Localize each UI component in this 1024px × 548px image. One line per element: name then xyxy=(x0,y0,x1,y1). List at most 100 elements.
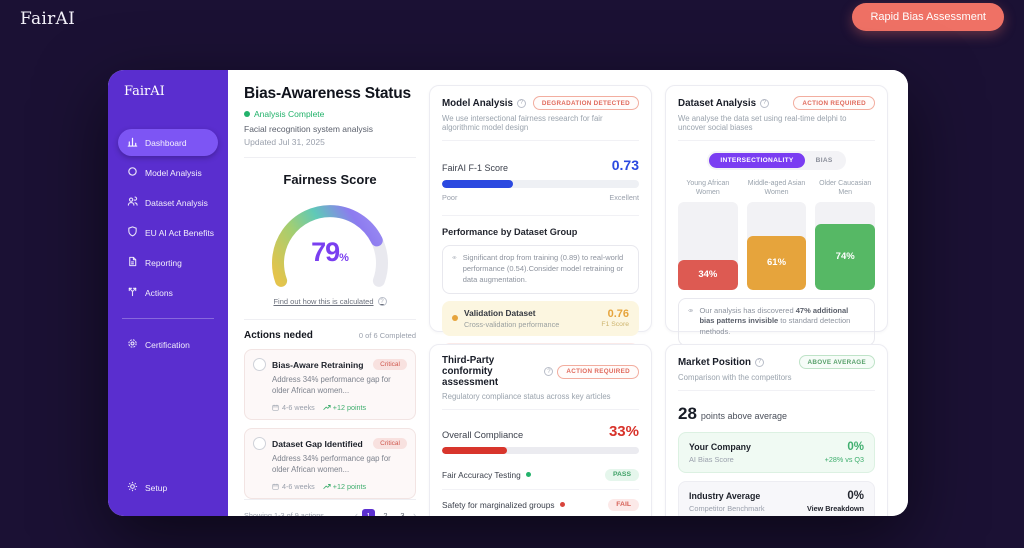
page-subtitle: Facial recognition system analysis xyxy=(244,124,373,134)
degradation-badge: DEGRADATION DETECTED xyxy=(532,96,639,110)
compliance-bar-fill xyxy=(442,447,507,454)
pagination: ‹ 1 2 3 › xyxy=(355,509,416,516)
f1-score-value: 0.73 xyxy=(611,157,639,173)
action-item-card[interactable]: Bias-Aware Retraining Critical Address 3… xyxy=(244,349,416,421)
view-breakdown-link[interactable]: View Breakdown xyxy=(807,504,864,513)
sidebar: FairAI Dashboard Model Analysis Dataset … xyxy=(108,70,228,516)
scale-min-label: Poor xyxy=(442,193,458,202)
analysis-status: Analysis Complete xyxy=(244,109,416,119)
action-duration: 4-6 weeks xyxy=(272,482,315,491)
sidebar-item-certification[interactable]: Certification xyxy=(118,331,218,358)
action-required-badge: ACTION REQUIRED xyxy=(557,364,639,379)
overall-compliance-value: 33% xyxy=(608,423,639,440)
page-title: Bias-Awareness Status xyxy=(244,85,411,102)
sidebar-item-label: Reporting xyxy=(145,257,182,268)
question-icon[interactable]: ? xyxy=(544,367,554,376)
tab-intersectionality[interactable]: INTERSECTIONALITY xyxy=(709,153,805,168)
dashboard-window: FairAI Dashboard Model Analysis Dataset … xyxy=(108,70,908,516)
tab-bias[interactable]: BIAS xyxy=(815,157,833,164)
fairness-score-title: Fairness Score xyxy=(283,172,377,187)
gear-icon xyxy=(127,481,138,494)
question-icon[interactable]: ? xyxy=(516,98,526,108)
dataset-analysis-card: Dataset Analysis ? ACTION REQUIRED We an… xyxy=(665,85,888,419)
page-2-button[interactable]: 2 xyxy=(383,511,388,516)
actions-title: Actions neded xyxy=(244,330,313,341)
eye-icon xyxy=(452,256,457,259)
dataset-score: 0.76 xyxy=(607,308,629,321)
calculation-link[interactable]: Find out how this is calculated ? xyxy=(273,297,387,306)
trend-up-icon xyxy=(323,405,331,410)
document-icon xyxy=(127,256,138,269)
bar-fill: 34% xyxy=(678,259,738,290)
bar-value-label: 74% xyxy=(835,251,855,263)
circle-icon xyxy=(127,166,138,179)
action-required-badge: ACTION REQUIRED xyxy=(793,96,875,110)
category-label: Young African Women xyxy=(686,180,730,196)
dataset-note-text: Our analysis has discovered 47% addition… xyxy=(699,305,851,337)
bar-fill: 61% xyxy=(746,235,807,290)
sidebar-brand-logo: FairAI xyxy=(124,84,165,99)
sidebar-item-label: Model Analysis xyxy=(145,167,202,178)
company-delta: +28% vs Q3 xyxy=(824,455,864,464)
status-text: Analysis Complete xyxy=(254,109,325,119)
above-average-badge: ABOVE AVERAGE xyxy=(798,355,875,369)
market-headline: 28 points above average xyxy=(678,404,875,424)
fairness-score-value: 79% xyxy=(311,237,349,267)
card-subtitle: Regulatory compliance status across key … xyxy=(442,392,639,410)
card-title: Market Position xyxy=(678,356,751,368)
sidebar-item-setup[interactable]: Setup xyxy=(118,474,218,501)
action-item-card[interactable]: Dataset Gap Identified Critical Address … xyxy=(244,428,416,500)
action-points: +12 points xyxy=(323,482,366,491)
card-title: Third-Party conformity assessment xyxy=(442,355,499,388)
model-note-text: Significant drop from training (0.89) to… xyxy=(462,253,624,284)
your-company-box: Your Company AI Bias Score 0% +28% vs Q3 xyxy=(678,432,875,473)
sidebar-item-label: Certification xyxy=(145,339,190,350)
card-title: Dataset Analysis xyxy=(678,97,757,109)
fairness-gauge: 79% xyxy=(255,191,405,291)
critical-badge: Critical xyxy=(373,438,407,450)
page-3-button[interactable]: 3 xyxy=(400,511,405,516)
industry-score: 0% xyxy=(847,490,864,502)
f1-score-label: FairAI F-1 Score xyxy=(442,163,509,173)
next-page-icon[interactable]: › xyxy=(413,510,416,516)
f1-score-bar-fill xyxy=(442,180,513,188)
content-area: Bias-Awareness Status Analysis Complete … xyxy=(228,70,908,516)
score-unit: F1 Score xyxy=(601,321,629,329)
question-icon[interactable]: ? xyxy=(754,357,764,367)
showing-label: Showing 1-3 of 9 actions xyxy=(244,511,324,516)
performance-section-title: Performance by Dataset Group xyxy=(442,215,639,237)
action-description: Address 34% performance gap for older Af… xyxy=(272,454,391,474)
overall-compliance-label: Overall Compliance xyxy=(442,430,524,440)
points-value: 28 xyxy=(678,404,697,423)
question-icon[interactable]: ? xyxy=(760,98,770,108)
actions-progress: 0 of 6 Completed xyxy=(358,331,416,340)
sidebar-item-reporting[interactable]: Reporting xyxy=(118,249,218,276)
industry-label: Industry Average xyxy=(689,490,761,501)
category-label: Older Caucasian Men xyxy=(819,180,872,196)
critical-badge: Critical xyxy=(373,359,407,370)
bar-chart-icon xyxy=(127,136,138,149)
bar-chart: 34% 61% 74% xyxy=(678,201,876,290)
calendar-icon xyxy=(272,483,279,490)
prev-page-icon[interactable]: ‹ xyxy=(355,510,358,516)
sidebar-item-actions[interactable]: Actions xyxy=(118,279,218,306)
question-icon[interactable]: ? xyxy=(377,297,387,306)
sidebar-item-dataset-analysis[interactable]: Dataset Analysis xyxy=(118,189,218,216)
card-subtitle: We analyse the data set using real-time … xyxy=(678,114,875,141)
sidebar-item-model-analysis[interactable]: Model Analysis xyxy=(118,159,218,186)
sidebar-item-eu-ai-act-benefits[interactable]: EU AI Act Benefits xyxy=(118,219,218,246)
rapid-bias-assessment-button[interactable]: Rapid Bias Assessment xyxy=(852,3,1004,31)
sidebar-item-dashboard[interactable]: Dashboard xyxy=(118,129,218,156)
category-label: Middle-aged Asian Women xyxy=(747,180,806,196)
page-1-button[interactable]: 1 xyxy=(362,509,375,516)
action-title: Bias-Aware Retraining xyxy=(272,359,364,370)
bar-track: 34% xyxy=(678,201,738,290)
users-icon xyxy=(127,196,138,209)
updated-timestamp: Updated Jul 31, 2025 xyxy=(244,137,325,147)
action-checkbox[interactable] xyxy=(253,358,266,371)
action-checkbox[interactable] xyxy=(253,437,266,451)
compliance-row: Fair Accuracy Testing PASS xyxy=(442,460,639,490)
sidebar-divider xyxy=(122,318,214,319)
actions-footer: Showing 1-3 of 9 actions ‹ 1 2 3 › xyxy=(244,499,416,516)
action-title: Dataset Gap Identified xyxy=(272,438,363,449)
